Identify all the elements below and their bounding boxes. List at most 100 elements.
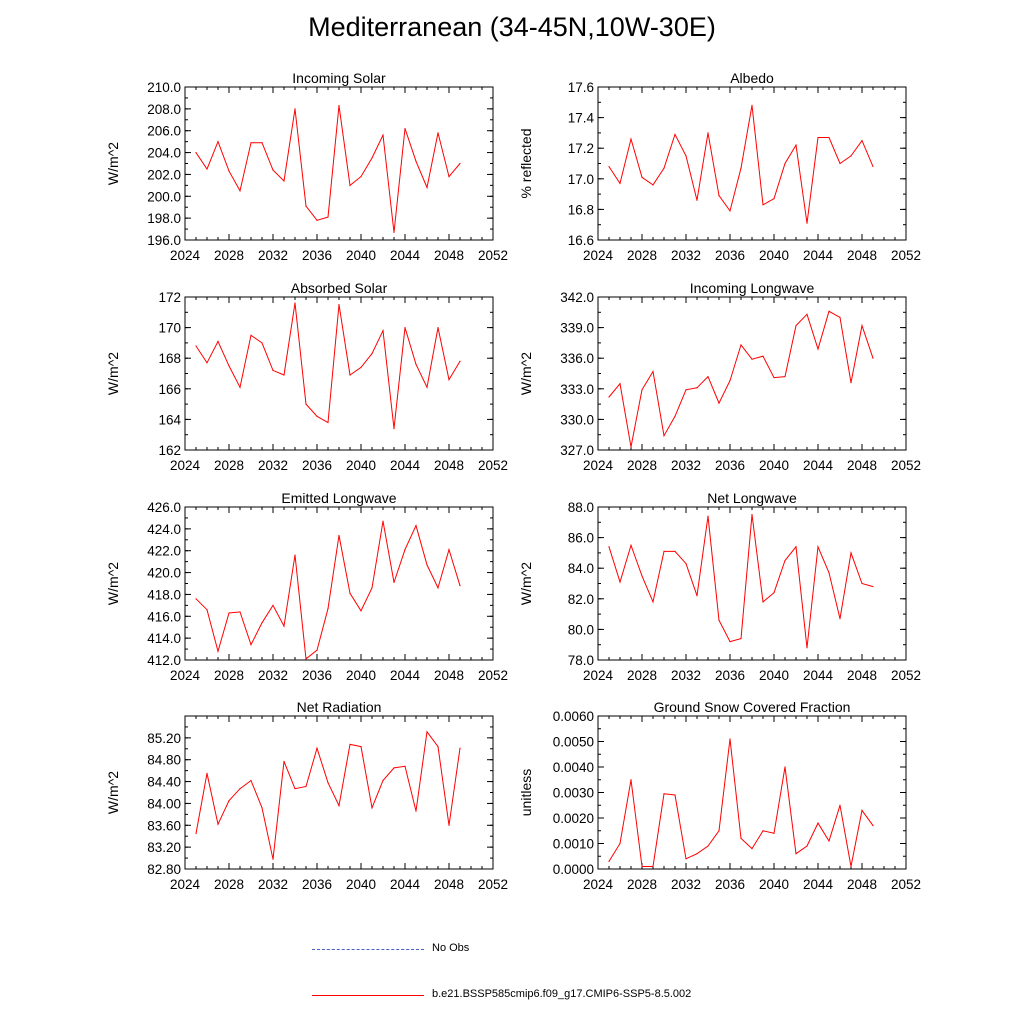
panel-emitted-longwave-data-point (393, 581, 395, 584)
panel-incoming-longwave-data-point (806, 313, 808, 315)
panel-ground-snow-covered-fraction-data-point (839, 804, 841, 806)
panel-incoming-solar-data-point (415, 160, 417, 162)
panel-ground-snow-covered-fraction-data-point (696, 853, 698, 855)
panel-albedo-data-point (630, 138, 632, 140)
panel-net-longwave-ytick-label: 88.0 (568, 500, 594, 515)
panel-ground-snow-covered-fraction-ytick-label: 0.0000 (553, 862, 594, 877)
panel-incoming-longwave-data-point (619, 383, 621, 385)
panel-net-longwave-xtick-label: 2028 (627, 668, 657, 683)
panel-incoming-solar-data-point (283, 180, 285, 182)
panel-incoming-solar-ytick-label: 210.0 (147, 80, 181, 95)
panel-incoming-solar-data-point (316, 219, 318, 221)
panel-net-radiation-ytick-label: 82.80 (147, 862, 181, 877)
panel-incoming-solar-data-point (217, 141, 219, 143)
panel-absorbed-solar-data-point (349, 374, 351, 376)
panel-net-longwave-data-point (850, 552, 852, 554)
panel-albedo-data-point (740, 167, 742, 169)
panel-absorbed-solar-data-point (261, 342, 263, 344)
panel-albedo-ytick-label: 17.4 (568, 111, 595, 126)
panel-incoming-longwave-data-point (839, 316, 841, 318)
panel-albedo-xtick-label: 2044 (803, 248, 834, 263)
panel-incoming-longwave-ytick-label: 333.0 (560, 382, 594, 397)
panel-net-radiation-ytick-label: 85.20 (147, 731, 181, 746)
panel-emitted-longwave-data-point (448, 549, 450, 551)
panel-incoming-solar-data-point (437, 132, 439, 134)
panel-absorbed-solar-title: Absorbed Solar (291, 280, 388, 296)
panel-net-radiation-xtick-label: 2036 (302, 877, 332, 892)
panel-net-longwave-ytick-label: 86.0 (568, 531, 594, 546)
panel-net-longwave: 2024 2028 2032 2036 2040 2044 2048 2052 78.0 80.0… (518, 490, 921, 683)
panel-emitted-longwave-data-point (250, 644, 252, 646)
panel-net-longwave-data-point (773, 592, 775, 594)
panel-absorbed-solar-data-point (338, 304, 340, 306)
panel-albedo-ytick-label: 17.2 (568, 141, 594, 156)
panel-net-radiation-data-point (217, 823, 219, 825)
panel-net-longwave-ytick-label: 78.0 (568, 653, 594, 668)
panel-incoming-solar-data-point (393, 231, 395, 233)
panel-ground-snow-covered-fraction-xtick-label: 2032 (671, 877, 701, 892)
panel-albedo-ylabel: % reflected (518, 128, 534, 198)
panel-ground-snow-covered-fraction-data-point (773, 832, 775, 834)
panel-incoming-longwave-ytick-label: 342.0 (560, 290, 594, 305)
panel-ground-snow-covered-fraction-ytick-label: 0.0020 (553, 811, 594, 826)
panel-emitted-longwave-ylabel: W/m^2 (105, 562, 121, 605)
panel-net-radiation-data-point (393, 767, 395, 769)
panel-net-longwave-xtick-label: 2040 (759, 668, 789, 683)
panel-net-longwave-data-point (685, 563, 687, 565)
panel-emitted-longwave-title: Emitted Longwave (281, 490, 396, 506)
panel-albedo-xtick-label: 2032 (671, 248, 701, 263)
panel-ground-snow-covered-fraction-data-point (751, 848, 753, 850)
panel-albedo-xtick-label: 2028 (627, 248, 657, 263)
panel-incoming-longwave-data-point (751, 358, 753, 360)
panel-albedo-data-point (795, 144, 797, 146)
panel-emitted-longwave-data-point (338, 534, 340, 537)
panel-incoming-longwave-data-point (795, 324, 797, 327)
panel-net-radiation-data-point (272, 858, 274, 860)
panel-incoming-solar-data-point (459, 162, 461, 165)
panel-net-radiation-xtick-label: 2028 (214, 877, 244, 892)
panel-incoming-solar-data-point (294, 108, 296, 110)
panel-net-radiation-data-point (448, 824, 450, 826)
panel-incoming-solar-data-point (250, 142, 252, 144)
panel-ground-snow-covered-fraction-data-point (740, 837, 742, 840)
panel-net-radiation-ylabel: W/m^2 (105, 771, 121, 814)
panel-incoming-solar-data-point (327, 216, 329, 218)
panel-absorbed-solar-data-point (426, 386, 428, 388)
panel-emitted-longwave-data-point (459, 585, 461, 587)
panel-net-longwave-data-point (751, 514, 753, 516)
legend-model-label: b.e21.BSSP585cmip6.f09_g17.CMIP6-SSP5-8.… (432, 988, 692, 1000)
panel-ground-snow-covered-fraction-series-line (608, 738, 874, 867)
panel-albedo-data-point (729, 210, 731, 212)
panel-emitted-longwave-ytick-label: 422.0 (147, 544, 181, 559)
panel-ground-snow-covered-fraction-data-point (861, 809, 863, 811)
panel-emitted-longwave-xtick-label: 2040 (346, 668, 376, 683)
panel-absorbed-solar-xtick-label: 2052 (478, 458, 508, 473)
panel-net-radiation-data-point (338, 805, 340, 807)
panel-net-longwave-xtick-label: 2048 (847, 668, 877, 683)
panel-ground-snow-covered-fraction-data-point (663, 793, 665, 795)
panel-albedo-data-point (806, 222, 808, 224)
panel-net-radiation-ytick-label: 84.80 (147, 753, 181, 768)
panel-incoming-solar-data-point (239, 190, 241, 192)
panel-incoming-longwave-ytick-label: 339.0 (560, 321, 594, 336)
panel-ground-snow-covered-fraction-xtick-label: 2044 (803, 877, 834, 892)
panel-albedo-ytick-label: 16.6 (568, 233, 594, 248)
panel-emitted-longwave-data-point (294, 554, 296, 556)
panel-ground-snow-covered-fraction-data-point (828, 840, 830, 842)
panel-net-radiation-data-point (250, 779, 252, 782)
panel-albedo-data-point (707, 132, 709, 134)
panel-ground-snow-covered-fraction-xtick-label: 2040 (759, 877, 789, 892)
panel-absorbed-solar-ytick-label: 170 (158, 321, 181, 336)
panel-albedo-data-point (663, 167, 665, 169)
panel-net-longwave-data-point (784, 559, 786, 562)
panel-absorbed-solar-data-point (371, 353, 373, 355)
panel-emitted-longwave-data-point (228, 612, 230, 614)
panel-incoming-longwave-xtick-label: 2024 (583, 458, 614, 473)
panel-albedo-data-point (850, 155, 852, 157)
legend-obs-label: No Obs (432, 942, 470, 954)
panel-albedo-data-point (641, 176, 643, 178)
panel-net-radiation-xtick-label: 2024 (170, 877, 201, 892)
panel-incoming-solar-data-point (228, 170, 230, 172)
panel-incoming-longwave-xtick-label: 2036 (715, 458, 745, 473)
panel-net-radiation-data-point (459, 747, 461, 749)
